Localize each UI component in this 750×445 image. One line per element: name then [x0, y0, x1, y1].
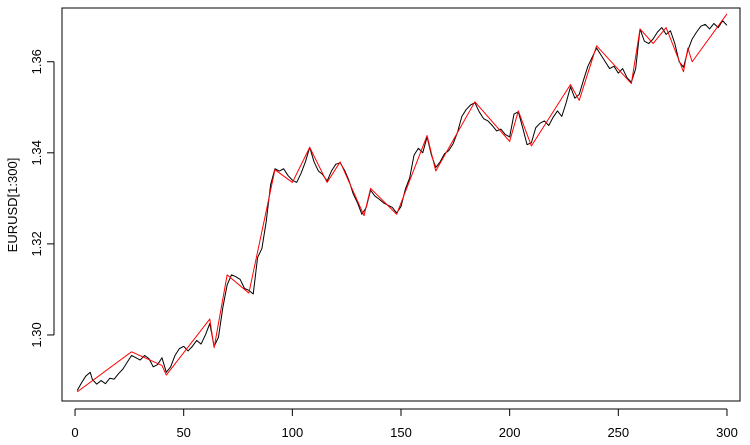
- x-tick-label: 200: [499, 425, 521, 440]
- y-tick-label: 1.36: [29, 49, 44, 74]
- x-tick-label: 50: [176, 425, 190, 440]
- y-axis-title: EURUSD[1:300]: [5, 158, 20, 253]
- price-series-line: [76, 20, 728, 391]
- zigzag-series-line: [76, 13, 728, 393]
- x-axis: 0 50 100 150 200 250 300: [71, 408, 738, 440]
- series-layer: [76, 13, 728, 393]
- y-tick-label: 1.30: [29, 322, 44, 347]
- x-tick-label: 300: [716, 425, 738, 440]
- x-tick-label: 250: [607, 425, 629, 440]
- y-axis: 1.30 1.32 1.34 1.36: [29, 49, 55, 348]
- x-tick-label: 150: [390, 425, 412, 440]
- x-tick-label: 100: [281, 425, 303, 440]
- x-tick-label: 0: [71, 425, 78, 440]
- y-tick-label: 1.32: [29, 231, 44, 256]
- y-tick-label: 1.34: [29, 140, 44, 165]
- plot-frame: [61, 7, 741, 402]
